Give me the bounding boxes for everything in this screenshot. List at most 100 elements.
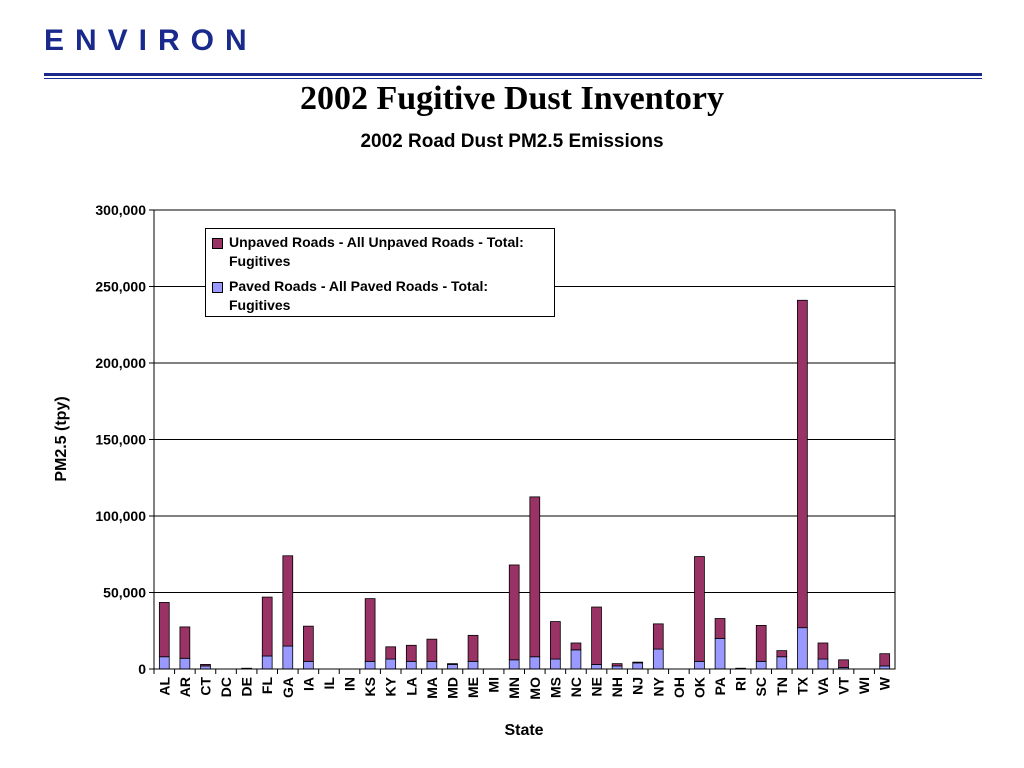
bar-unpaved-md <box>447 663 458 665</box>
x-tick-label: OK <box>691 677 707 698</box>
bar-unpaved-ny <box>652 623 664 650</box>
bar-paved-ma <box>426 660 438 670</box>
x-tick-label: LA <box>403 677 419 696</box>
x-tick-label: MN <box>506 677 522 699</box>
bar-unpaved-me <box>467 634 479 662</box>
bar-paved-nj <box>632 662 644 670</box>
legend-label-unpaved: Unpaved Roads - All Unpaved Roads - Tota… <box>229 234 524 269</box>
x-tick-label: CT <box>197 677 213 696</box>
x-tick-label: KY <box>383 676 399 696</box>
bar-unpaved-nh <box>611 663 623 667</box>
x-tick-label: TN <box>774 677 790 696</box>
x-tick-label: NC <box>568 677 584 697</box>
bar-unpaved-vt <box>838 659 849 668</box>
bar-unpaved-mo <box>529 496 541 658</box>
chart-title: 2002 Road Dust PM2.5 Emissions <box>360 131 664 152</box>
bars <box>158 299 891 670</box>
y-axis-title: PM2.5 (tpy) <box>53 396 70 481</box>
y-tick-label: 150,000 <box>95 432 146 448</box>
y-tick-label: 300,000 <box>95 202 146 218</box>
y-tick-label: 100,000 <box>95 508 146 524</box>
bar-paved-md <box>447 664 458 670</box>
bar-paved-ks <box>364 660 376 670</box>
bar-paved-sc <box>755 660 767 670</box>
bar-paved-ar <box>179 657 191 670</box>
bar-paved-ok <box>694 660 705 670</box>
bar-unpaved-ct <box>200 664 211 667</box>
bar-unpaved-mn <box>508 564 520 661</box>
bar-unpaved-ms <box>550 621 561 660</box>
bar-unpaved-ne <box>591 606 602 665</box>
x-tick-label: FL <box>259 677 275 695</box>
bar-paved-nc <box>570 649 582 670</box>
x-tick-label: MO <box>527 677 543 700</box>
bar-unpaved-w <box>879 653 891 667</box>
y-tick-label: 50,000 <box>103 585 146 601</box>
x-tick-label: MI <box>486 677 502 693</box>
bar-unpaved-ar <box>179 626 191 659</box>
bar-paved-ky <box>385 658 397 670</box>
bar-paved-tx <box>797 627 808 670</box>
y-tick-label: 250,000 <box>95 279 146 295</box>
bar-paved-me <box>467 660 479 670</box>
bar-paved-tn <box>776 656 788 670</box>
environ-logo: ENVIRON <box>44 24 258 57</box>
x-tick-label: AL <box>156 677 172 696</box>
bar-unpaved-tn <box>776 650 788 658</box>
x-tick-label: IL <box>321 677 337 690</box>
bar-paved-va <box>817 658 829 670</box>
x-tick-label: NY <box>650 676 666 696</box>
bar-unpaved-ky <box>385 646 397 660</box>
bar-unpaved-ok <box>694 556 705 662</box>
legend-swatch-unpaved <box>212 238 223 249</box>
bar-paved-la <box>405 660 417 670</box>
slide-title: 2002 Fugitive Dust Inventory <box>299 80 725 117</box>
legend-label-paved: Paved Roads - All Paved Roads - Total: F… <box>229 278 489 313</box>
x-tick-label: W <box>877 676 893 690</box>
x-tick-label: VA <box>815 677 831 695</box>
gridlines <box>154 286 895 593</box>
bar-paved-mn <box>508 659 520 670</box>
legend-item-paved: Paved Roads - All Paved Roads - Total: F… <box>212 277 548 315</box>
y-tick-label: 200,000 <box>95 355 146 371</box>
legend: Unpaved Roads - All Unpaved Roads - Tota… <box>205 228 555 317</box>
bar-unpaved-la <box>405 644 417 662</box>
bar-unpaved-ks <box>364 598 376 662</box>
x-tick-label: MD <box>444 677 460 699</box>
x-tick-label: NE <box>589 677 605 696</box>
bar-unpaved-va <box>817 642 829 660</box>
bar-unpaved-pa <box>714 618 726 639</box>
x-tick-label: NH <box>609 677 625 697</box>
y-tick-label: 0 <box>138 661 146 677</box>
bar-unpaved-ma <box>426 638 438 662</box>
bar-paved-pa <box>714 638 726 670</box>
x-tick-label: KS <box>362 677 378 696</box>
bar-paved-ny <box>652 648 664 670</box>
header-rule-thin <box>44 78 982 79</box>
bar-unpaved-ga <box>282 555 294 647</box>
x-axis-title: State <box>504 722 543 739</box>
header-rule-thick <box>44 73 982 76</box>
x-tick-label: TX <box>794 676 810 695</box>
legend-item-unpaved: Unpaved Roads - All Unpaved Roads - Tota… <box>212 233 548 271</box>
x-tick-label: GA <box>280 677 296 698</box>
bar-paved-ms <box>550 658 561 670</box>
bar-paved-ga <box>282 645 294 670</box>
x-tick-label: NJ <box>630 677 646 695</box>
x-tick-label: IA <box>300 677 316 691</box>
bar-unpaved-nc <box>570 642 582 651</box>
bar-unpaved-al <box>158 602 170 658</box>
bar-paved-al <box>158 656 170 670</box>
bar-paved-ne <box>591 664 602 670</box>
x-axis-ticks: AL AR CT DC DE FL GA IA IL IN KS KY LA MA MD ME MI MN MO MS… <box>153 669 893 700</box>
legend-swatch-paved <box>212 282 223 293</box>
bar-unpaved-sc <box>755 624 767 662</box>
bar-unpaved-nj <box>632 661 644 664</box>
x-tick-label: MA <box>424 677 440 699</box>
x-tick-label: WI <box>856 677 872 694</box>
bar-paved-mo <box>529 656 541 670</box>
bar-unpaved-tx <box>797 299 808 629</box>
x-tick-label: VT <box>836 677 852 695</box>
y-axis-ticks: 0 50,000 100,000 150,000 200,000 250,000 300,0… <box>95 202 154 677</box>
